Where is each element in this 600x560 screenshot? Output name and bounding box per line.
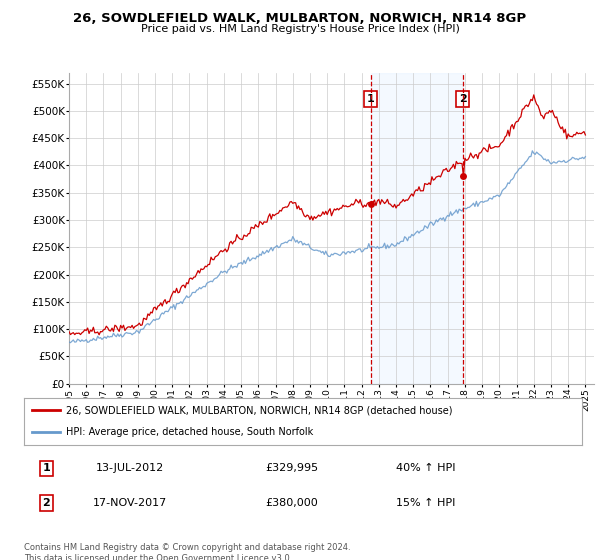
Text: 15% ↑ HPI: 15% ↑ HPI bbox=[396, 498, 455, 508]
Text: 1: 1 bbox=[367, 94, 374, 104]
Text: £380,000: £380,000 bbox=[265, 498, 318, 508]
Bar bbox=[371, 73, 463, 384]
Text: 40% ↑ HPI: 40% ↑ HPI bbox=[396, 464, 455, 473]
Text: £329,995: £329,995 bbox=[265, 464, 319, 473]
Text: 13-JUL-2012: 13-JUL-2012 bbox=[96, 464, 164, 473]
Text: 26, SOWDLEFIELD WALK, MULBARTON, NORWICH, NR14 8GP (detached house): 26, SOWDLEFIELD WALK, MULBARTON, NORWICH… bbox=[66, 405, 452, 416]
Text: 17-NOV-2017: 17-NOV-2017 bbox=[93, 498, 167, 508]
Text: 2: 2 bbox=[459, 94, 467, 104]
Text: 1: 1 bbox=[43, 464, 50, 473]
Text: Price paid vs. HM Land Registry's House Price Index (HPI): Price paid vs. HM Land Registry's House … bbox=[140, 24, 460, 34]
Text: 2: 2 bbox=[43, 498, 50, 508]
Text: HPI: Average price, detached house, South Norfolk: HPI: Average price, detached house, Sout… bbox=[66, 427, 313, 437]
Text: 26, SOWDLEFIELD WALK, MULBARTON, NORWICH, NR14 8GP: 26, SOWDLEFIELD WALK, MULBARTON, NORWICH… bbox=[73, 12, 527, 25]
Text: Contains HM Land Registry data © Crown copyright and database right 2024.
This d: Contains HM Land Registry data © Crown c… bbox=[24, 543, 350, 560]
